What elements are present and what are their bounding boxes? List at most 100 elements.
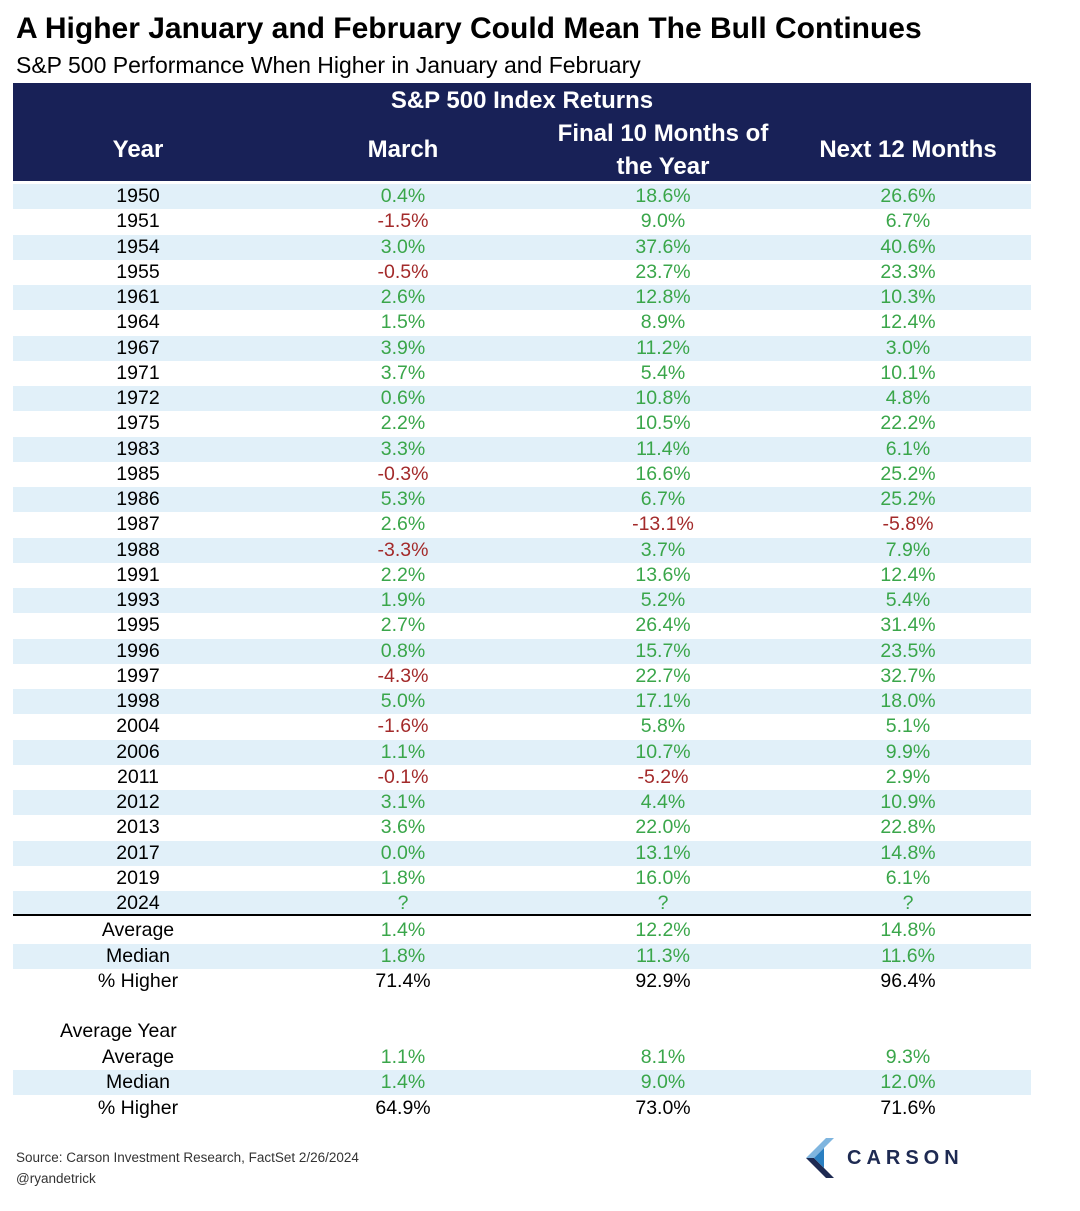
- cell-march: 2.2%: [380, 564, 426, 586]
- table-row: 2024???: [13, 891, 1031, 916]
- cell-march: ?: [397, 892, 409, 914]
- cell-march: 3.9%: [380, 337, 426, 359]
- cell-label: 2006: [13, 740, 263, 765]
- table-row: 1993 1.9% 5.2% 5.4%: [13, 588, 1031, 613]
- header-final-10-months: Final 10 Months of the Year: [543, 117, 783, 183]
- cell-next-12-months: 14.8%: [880, 842, 936, 864]
- cell-final-10-months: 16.0%: [635, 867, 691, 889]
- table-row: 1975 2.2% 10.5% 22.2%: [13, 411, 1031, 436]
- cell-label: 1964: [116, 311, 160, 333]
- cell-final-10-months: 8.9%: [640, 311, 686, 333]
- cell-march: -0.1%: [377, 766, 429, 788]
- cell-label: 1967: [13, 336, 263, 361]
- cell-label: 1997: [116, 665, 160, 687]
- table-row: 1985 -0.3% 16.6% 25.2%: [13, 462, 1031, 487]
- cell-next-12-months: 4.8%: [885, 387, 931, 409]
- cell-next-12-months: 14.8%: [880, 919, 936, 941]
- cell-next-12-months: 32.7%: [880, 665, 936, 687]
- cell-next-12-months: 10.9%: [880, 791, 936, 813]
- cell-march: 3.1%: [380, 791, 426, 813]
- cell-final-10-months: 17.1%: [635, 690, 691, 712]
- table-row: 1967 3.9% 11.2% 3.0%: [13, 336, 1031, 361]
- table-row: 2006 1.1% 10.7% 9.9%: [13, 740, 1031, 765]
- cell-march: 71.4%: [375, 970, 431, 992]
- cell-next-12-months: 71.6%: [880, 1097, 936, 1119]
- chart-subtitle: S&P 500 Performance When Higher in Janua…: [16, 52, 641, 78]
- source-note: Source: Carson Investment Research, Fact…: [16, 1150, 359, 1165]
- table-row: 1972 0.6% 10.8% 4.8%: [13, 386, 1031, 411]
- cell-march: 1.1%: [380, 1046, 426, 1068]
- cell-final-10-months: 11.4%: [636, 438, 690, 460]
- cell-final-10-months: 92.9%: [635, 970, 691, 992]
- table-row: % Higher 71.4% 92.9% 96.4%: [13, 969, 1031, 994]
- cell-final-10-months: 22.7%: [635, 665, 691, 687]
- cell-next-12-months: 22.8%: [880, 816, 936, 838]
- cell-label: 1972: [13, 386, 263, 411]
- table-row: 1964 1.5% 8.9% 12.4%: [13, 310, 1031, 335]
- table-header: S&P 500 Index Returns Year March Final 1…: [13, 83, 1031, 181]
- header-final-line2: the Year: [616, 153, 710, 180]
- header-march: March: [367, 136, 439, 163]
- header-final-line1: Final 10 Months of: [557, 120, 769, 147]
- cell-march: -1.5%: [377, 210, 429, 232]
- cell-next-12-months: ?: [902, 892, 914, 914]
- header-group-label: S&P 500 Index Returns: [390, 87, 654, 114]
- cell-label: Average: [101, 1046, 175, 1068]
- cell-final-10-months: 5.8%: [640, 715, 686, 737]
- table-divider: [13, 914, 1031, 916]
- cell-march: -3.3%: [377, 539, 429, 561]
- cell-march: 2.2%: [380, 412, 426, 434]
- cell-march: -4.3%: [377, 665, 429, 687]
- cell-march: 0.6%: [380, 387, 426, 409]
- cell-label: 1986: [13, 487, 263, 512]
- cell-final-10-months: 6.7%: [640, 488, 686, 510]
- cell-label: 2012: [13, 790, 263, 815]
- cell-label: 2004: [116, 715, 160, 737]
- table-row: % Higher 64.9% 73.0% 71.6%: [13, 1096, 1031, 1121]
- cell-final-10-months: 22.0%: [635, 816, 691, 838]
- cell-next-12-months: 6.1%: [885, 867, 931, 889]
- cell-final-10-months: 15.7%: [635, 640, 691, 662]
- cell-next-12-months: 11.6%: [881, 945, 935, 967]
- cell-march: 1.4%: [380, 1071, 426, 1093]
- table-row: 2013 3.6% 22.0% 22.8%: [13, 815, 1031, 840]
- cell-next-12-months: 22.2%: [880, 412, 936, 434]
- cell-label: 1961: [13, 285, 263, 310]
- cell-next-12-months: 5.1%: [885, 715, 931, 737]
- cell-final-10-months: ?: [657, 892, 669, 914]
- cell-final-10-months: 11.3%: [636, 945, 690, 967]
- cell-final-10-months: 8.1%: [640, 1046, 686, 1068]
- cell-label: % Higher: [97, 970, 179, 992]
- table-row: 1987 2.6% -13.1% -5.8%: [13, 512, 1031, 537]
- cell-march: -0.5%: [377, 261, 429, 283]
- cell-final-10-months: 9.0%: [640, 1071, 686, 1093]
- cell-final-10-months: 10.8%: [635, 387, 691, 409]
- cell-march: 5.3%: [380, 488, 426, 510]
- cell-final-10-months: 23.7%: [635, 261, 691, 283]
- cell-march: 1.8%: [380, 867, 426, 889]
- cell-march: 5.0%: [380, 690, 426, 712]
- cell-label: 1987: [116, 513, 160, 535]
- table-row: 1996 0.8% 15.7% 23.5%: [13, 639, 1031, 664]
- cell-march: -0.3%: [377, 463, 429, 485]
- cell-next-12-months: 9.3%: [885, 1046, 931, 1068]
- cell-final-10-months: -5.2%: [637, 766, 689, 788]
- table-row: Average 1.1% 8.1% 9.3%: [13, 1045, 1031, 1070]
- cell-final-10-months: 13.6%: [635, 564, 691, 586]
- cell-final-10-months: 12.2%: [635, 919, 691, 941]
- cell-march: 3.7%: [380, 362, 426, 384]
- table-row: 2012 3.1% 4.4% 10.9%: [13, 790, 1031, 815]
- table-row: Median 1.4% 9.0% 12.0%: [13, 1070, 1031, 1095]
- cell-final-10-months: -13.1%: [632, 513, 694, 535]
- cell-next-12-months: -5.8%: [882, 513, 934, 535]
- cell-march: 2.7%: [380, 614, 426, 636]
- table-row: 1988 -3.3% 3.7% 7.9%: [13, 538, 1031, 563]
- cell-label: 1950: [13, 184, 263, 209]
- table-row: 1955 -0.5% 23.7% 23.3%: [13, 260, 1031, 285]
- table-row: 2011 -0.1% -5.2% 2.9%: [13, 765, 1031, 790]
- cell-next-12-months: 26.6%: [880, 185, 936, 207]
- cell-next-12-months: 3.0%: [885, 337, 931, 359]
- cell-march: 2.6%: [380, 286, 426, 308]
- cell-label: 1991: [116, 564, 160, 586]
- cell-march: 1.1%: [380, 741, 426, 763]
